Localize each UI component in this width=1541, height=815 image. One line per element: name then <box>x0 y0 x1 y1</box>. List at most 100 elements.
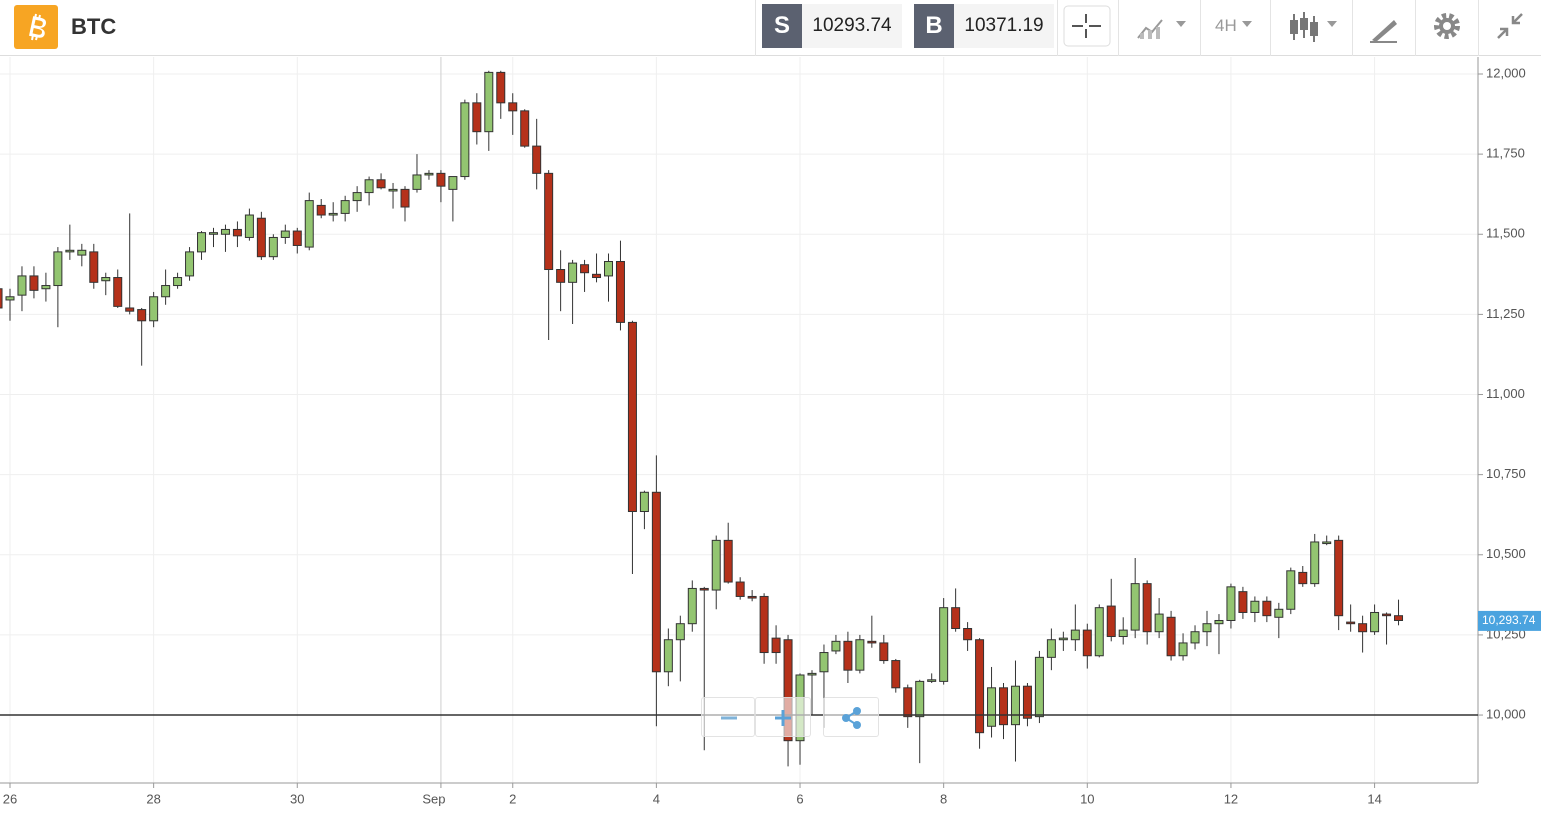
candle-body <box>376 179 386 189</box>
candle-body <box>867 640 877 644</box>
candle-body <box>1310 541 1320 585</box>
candle-body <box>771 637 781 654</box>
candle-body <box>1166 616 1176 657</box>
btc-logo-icon <box>29 13 46 41</box>
share-icon <box>842 707 861 729</box>
candle-body <box>1130 583 1140 631</box>
candle-body <box>1010 685 1020 726</box>
candle-body <box>280 230 290 238</box>
candle-body <box>268 236 278 258</box>
candle-body <box>1226 586 1236 621</box>
candle-body <box>915 680 925 718</box>
candle-body <box>412 174 422 190</box>
candle-body <box>41 285 51 290</box>
candle-body <box>388 188 398 192</box>
candle-body <box>113 277 123 307</box>
candle-body <box>149 296 159 322</box>
candle-body <box>615 260 625 323</box>
candle-body <box>400 188 410 208</box>
candle-body <box>592 273 602 279</box>
y-tick-label: 10,500 <box>1486 546 1526 561</box>
zoom-out-icon <box>721 716 737 720</box>
x-tick-label: 2 <box>509 791 516 806</box>
candle-body <box>472 102 482 133</box>
x-tick-label: 30 <box>290 791 304 806</box>
candle-body <box>484 71 494 133</box>
y-tick-label: 12,000 <box>1486 65 1526 80</box>
candle-body <box>1358 623 1368 633</box>
buy-button[interactable]: B <box>914 4 954 48</box>
x-tick-label: 26 <box>3 791 17 806</box>
last-price-label: 10,293.74 <box>1482 613 1536 627</box>
sell-price[interactable]: 10293.74 <box>802 4 902 48</box>
candle-body <box>675 623 685 641</box>
candle-body <box>89 251 99 283</box>
drawing-tools-button[interactable] <box>1370 20 1397 43</box>
candle-body <box>819 652 829 673</box>
candle-body <box>1202 623 1212 633</box>
candle-body <box>65 249 75 253</box>
y-tick-label: 10,000 <box>1486 706 1526 721</box>
interval-selector[interactable]: 4H <box>1215 16 1237 35</box>
candle-body <box>185 251 195 277</box>
candle-body <box>556 269 566 283</box>
candle-body <box>1058 637 1068 641</box>
candle-body <box>17 275 27 296</box>
share-button[interactable] <box>823 697 879 737</box>
y-tick-label: 11,000 <box>1486 386 1525 401</box>
candle-body <box>783 639 793 742</box>
candle-body <box>1178 642 1188 657</box>
candle-body <box>927 679 937 682</box>
candle-body <box>1334 539 1344 617</box>
candle-body <box>975 639 985 734</box>
candle-body <box>328 212 338 216</box>
collapse-button[interactable] <box>1497 13 1523 39</box>
candle-body <box>173 277 183 287</box>
candle-body <box>1082 629 1092 657</box>
candle-body <box>532 145 542 174</box>
settings-button[interactable] <box>1434 13 1460 39</box>
interval-caret[interactable] <box>1242 21 1252 27</box>
candle-body <box>29 275 39 291</box>
candle-body <box>1214 619 1224 625</box>
x-tick-label: 6 <box>796 791 803 806</box>
candle-body <box>244 214 254 238</box>
candle-body <box>723 539 733 583</box>
candle-body <box>1274 608 1284 618</box>
separator <box>755 0 756 56</box>
candle-body <box>137 309 147 322</box>
candle-body <box>807 672 817 676</box>
candle-body <box>759 595 769 654</box>
candle-body <box>580 264 590 274</box>
x-tick-label: 14 <box>1367 791 1381 806</box>
candle-body <box>651 491 661 673</box>
candle-body <box>53 251 63 287</box>
candle-body <box>1394 615 1404 621</box>
candle-body <box>831 640 841 652</box>
candle-body <box>352 192 362 202</box>
candle-body <box>448 176 458 190</box>
candle-body <box>101 277 111 282</box>
sell-button[interactable]: S <box>762 4 802 48</box>
separator <box>1352 0 1353 56</box>
last-price-box <box>1478 610 1541 631</box>
zoom-out-button[interactable] <box>701 697 755 737</box>
candle-body <box>436 172 446 187</box>
y-tick-label: 11,250 <box>1486 306 1525 321</box>
crosshair-button[interactable] <box>1063 5 1111 47</box>
zoom-in-icon <box>775 710 791 726</box>
zoom-in-button[interactable] <box>755 697 811 737</box>
candle-body <box>460 102 470 178</box>
x-tick-label: 8 <box>940 791 947 806</box>
candle-style-button[interactable] <box>1290 12 1337 42</box>
candle-body <box>1022 685 1032 719</box>
candle-body <box>197 232 207 253</box>
separator <box>1200 0 1201 56</box>
candle-body <box>77 249 87 256</box>
candle-body <box>951 607 961 630</box>
candle-body <box>292 230 302 246</box>
candle-body <box>987 687 997 727</box>
buy-price[interactable]: 10371.19 <box>954 4 1054 48</box>
chart-type-button[interactable] <box>1137 19 1186 39</box>
